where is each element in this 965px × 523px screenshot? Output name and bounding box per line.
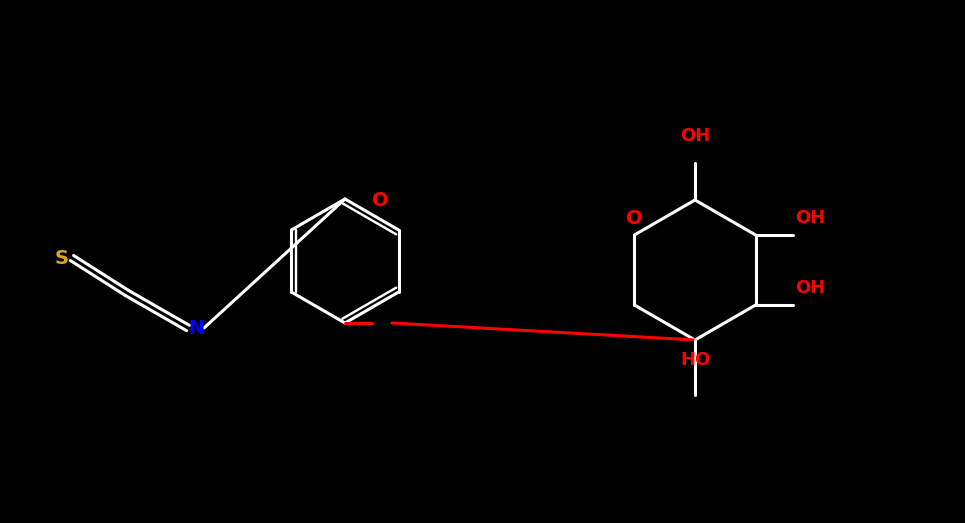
Text: N: N	[188, 319, 205, 337]
Text: O: O	[372, 190, 388, 210]
Text: HO: HO	[680, 351, 710, 369]
Text: OH: OH	[795, 209, 826, 227]
Text: O: O	[626, 209, 643, 228]
Text: OH: OH	[795, 279, 826, 297]
Text: OH: OH	[680, 127, 710, 145]
Text: S: S	[55, 248, 69, 267]
